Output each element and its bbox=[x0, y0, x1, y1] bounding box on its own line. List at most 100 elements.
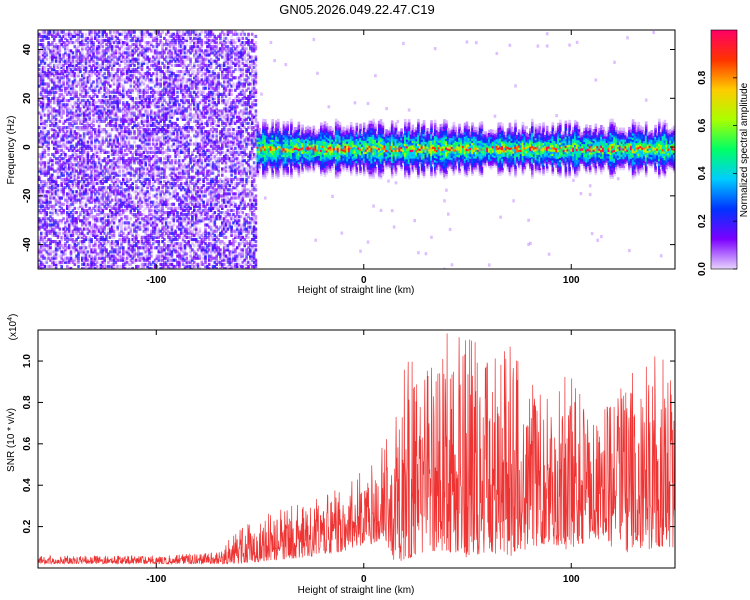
spectrogram-cell bbox=[84, 101, 88, 105]
spectrogram-cell bbox=[159, 82, 162, 86]
spectrogram-cell bbox=[88, 254, 91, 258]
spectrogram-cell bbox=[64, 231, 67, 235]
spectrogram-cell bbox=[166, 61, 170, 65]
spectrogram-cell bbox=[43, 215, 47, 219]
spectrogram-cell bbox=[45, 45, 49, 49]
spectrogram-cell bbox=[43, 260, 47, 264]
spectrogram-cell bbox=[62, 65, 65, 69]
spectrogram-cell bbox=[153, 128, 157, 132]
spectrogram-cell bbox=[99, 67, 103, 72]
spectrogram-cell bbox=[135, 36, 138, 40]
spectrogram-cell bbox=[157, 43, 161, 47]
spectrogram-cell bbox=[101, 194, 105, 198]
spectrogram-cell bbox=[170, 53, 174, 57]
spectrogram-cell bbox=[163, 157, 166, 161]
spectrogram-cell bbox=[64, 248, 67, 252]
spectrogram-cell bbox=[178, 186, 181, 190]
spectrogram-cell bbox=[135, 258, 138, 262]
spectrogram-cell bbox=[101, 84, 105, 88]
spectrogram-cell bbox=[181, 115, 185, 119]
spectrogram-cell bbox=[140, 126, 144, 130]
spectrogram-cell bbox=[165, 148, 168, 152]
spectrogram-cell bbox=[127, 94, 131, 99]
spectrogram-cell bbox=[99, 196, 103, 200]
spectrogram-cell bbox=[146, 169, 149, 173]
spectrogram-cell bbox=[179, 43, 183, 47]
spectrogram-cell bbox=[155, 30, 159, 34]
spectrogram-cell bbox=[151, 175, 155, 179]
spectrogram-cell bbox=[165, 211, 168, 215]
spectrogram-cell bbox=[161, 94, 164, 99]
spectrogram-cell bbox=[60, 196, 63, 200]
spectrogram-cell bbox=[161, 126, 164, 130]
spectrogram-cell bbox=[45, 202, 49, 206]
spectrogram-cell bbox=[75, 244, 78, 248]
spectrogram-cell bbox=[176, 117, 179, 121]
spectrogram-cell bbox=[174, 246, 177, 250]
spectrogram-cell bbox=[79, 65, 82, 69]
spectrogram-cell bbox=[82, 99, 86, 103]
spectrogram-cell bbox=[54, 49, 58, 53]
spectrogram-cell bbox=[49, 65, 52, 69]
spectrogram-cell bbox=[75, 190, 78, 194]
spectrogram-cell bbox=[129, 173, 133, 177]
spectrogram-cell bbox=[110, 186, 114, 190]
spectrogram-cell bbox=[64, 165, 67, 169]
spectrogram-cell bbox=[38, 192, 41, 196]
spectrogram-cell bbox=[168, 148, 172, 152]
spectrogram-cell bbox=[125, 171, 129, 175]
spectrogram-cell bbox=[67, 256, 71, 260]
spectrogram-cell bbox=[88, 221, 91, 225]
spectrogram-cell bbox=[62, 188, 65, 192]
spectrogram-cell bbox=[95, 65, 99, 69]
spectrogram-cell bbox=[71, 41, 75, 45]
spectrogram-cell bbox=[58, 109, 62, 113]
spectrogram-cell bbox=[112, 181, 116, 186]
spectrogram-cell bbox=[151, 227, 155, 231]
spectrogram-cell bbox=[170, 111, 174, 115]
spectrogram-cell bbox=[43, 181, 47, 186]
spectrogram-cell bbox=[107, 169, 110, 173]
spectrogram-cell bbox=[67, 165, 71, 169]
spectrogram-cell bbox=[183, 202, 187, 206]
spectrogram-cell bbox=[155, 173, 159, 177]
spectrogram-cell bbox=[153, 227, 157, 231]
spectrogram-cell bbox=[73, 227, 77, 231]
spectrogram-cell bbox=[105, 198, 108, 202]
spectrogram-cell bbox=[64, 198, 67, 202]
spectrogram-cell bbox=[94, 219, 97, 223]
spectrogram-cell bbox=[75, 240, 78, 244]
spectrogram-cell bbox=[71, 181, 75, 186]
spectrogram-cell bbox=[176, 49, 179, 53]
spectrogram-cell bbox=[170, 138, 174, 142]
spectrogram-cell bbox=[157, 231, 161, 235]
spectrogram-cell bbox=[137, 173, 140, 177]
spectrogram-cell bbox=[153, 152, 157, 157]
spectrogram-cell bbox=[86, 208, 90, 213]
spectrogram-cell bbox=[97, 171, 101, 175]
spectrogram-cell bbox=[64, 260, 67, 264]
spectrogram-cell bbox=[150, 146, 153, 150]
spectrogram-cell bbox=[97, 173, 101, 177]
spectrogram-cell bbox=[129, 115, 133, 119]
spectrogram-cell bbox=[109, 231, 112, 235]
spectrogram-cell bbox=[157, 115, 161, 119]
spectrogram-cell bbox=[69, 49, 73, 53]
spectrogram-cell bbox=[66, 175, 69, 179]
spectrogram-cell bbox=[66, 179, 69, 184]
spectrogram-cell bbox=[131, 200, 134, 204]
spectrogram-cell bbox=[41, 262, 45, 266]
spectrogram-cell bbox=[178, 76, 181, 80]
spectrogram-cell bbox=[116, 82, 119, 86]
spectrogram-cell bbox=[88, 30, 91, 34]
spectrogram-cell bbox=[120, 74, 123, 78]
spectrogram-cell bbox=[81, 204, 84, 208]
spectrogram-cell bbox=[181, 99, 185, 103]
spectrogram-cell bbox=[110, 53, 114, 57]
spectrogram-cell bbox=[159, 150, 162, 154]
spectrogram-cell bbox=[79, 146, 82, 150]
spectrogram-cell bbox=[150, 86, 153, 90]
spectrogram-cell bbox=[133, 179, 136, 184]
spectrogram-cell bbox=[39, 204, 43, 208]
spectrogram-cell bbox=[49, 159, 52, 163]
